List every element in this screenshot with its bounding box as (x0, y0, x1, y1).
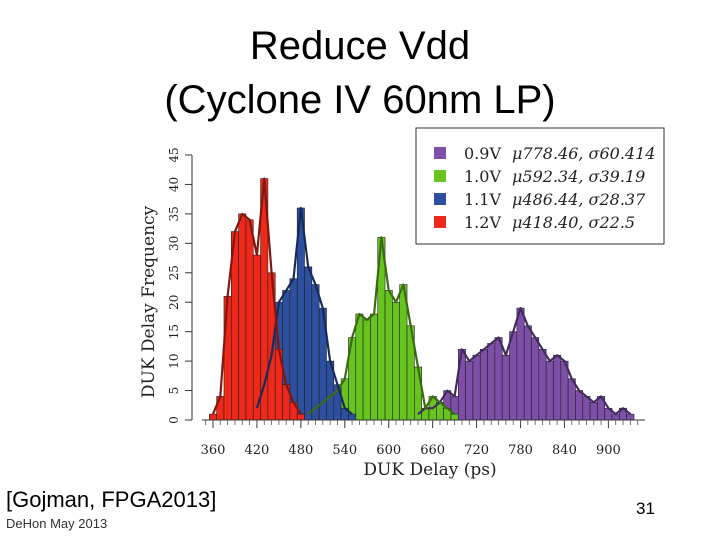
bar-s1-580 (370, 313, 379, 421)
bar-s0-720 (472, 354, 481, 421)
bar-s0-830 (553, 354, 562, 421)
bar-s2-500 (311, 284, 320, 421)
page-number: 31 (636, 499, 655, 518)
y-tick-label-35: 35 (167, 206, 181, 221)
y-tick-label-15: 15 (167, 324, 181, 339)
legend-swatch-2 (434, 193, 446, 205)
bar-s0-860 (575, 390, 584, 421)
x-tick-label-840: 840 (552, 443, 577, 458)
bar-s3-480 (296, 413, 305, 421)
author-footer: DeHon May 2013 (6, 516, 108, 531)
bar-s1-600 (384, 290, 393, 421)
bar-s0-820 (545, 360, 554, 421)
x-axis-label: DUK Delay (ps) (363, 460, 496, 480)
y-tick-label-45: 45 (167, 147, 181, 162)
x-tick-label-900: 900 (596, 443, 621, 458)
legend-box (415, 127, 665, 245)
bar-s3-420 (252, 254, 261, 421)
histogram-chart: 360 420 480 540 600 660 720 780 840 900 0 5 10 15 20 2… (139, 127, 665, 480)
legend: 0.9V 1.0V 1.1V 1.2V μ778.46, σ60.414 μ59… (415, 127, 665, 245)
slide-title-line1: Reduce Vdd (249, 24, 471, 68)
bar-s3-360 (209, 413, 217, 421)
legend-label-2: 1.1V (464, 190, 501, 209)
bar-s2-490 (304, 266, 313, 421)
legend-swatch-1 (434, 170, 446, 182)
bar-s3-410 (245, 219, 254, 421)
bar-s2-550 (348, 413, 357, 421)
legend-stats-2: μ486.44, σ28.37 (512, 190, 646, 209)
slide-title-line2: (Cyclone IV 60nm LP) (164, 78, 556, 122)
bar-s0-730 (479, 349, 488, 421)
x-tick-label-780: 780 (508, 443, 533, 458)
y-tick-label-5: 5 (167, 387, 181, 395)
y-tick-label-10: 10 (167, 353, 181, 368)
bar-s0-780 (516, 307, 525, 421)
x-tick-label-480: 480 (288, 443, 313, 458)
legend-label-0: 0.9V (464, 144, 501, 163)
y-tick-label-40: 40 (167, 177, 181, 192)
bar-s0-880 (589, 402, 598, 421)
outline-layer (211, 177, 632, 416)
outline-1.1V (255, 206, 353, 415)
bar-s1-570 (362, 319, 371, 421)
bar-s0-710 (465, 360, 474, 421)
bar-s3-400 (238, 213, 247, 421)
y-ticks: 0 5 10 15 20 25 30 35 40 45 (167, 147, 192, 424)
bar-s0-810 (538, 349, 547, 421)
x-tick-label-660: 660 (420, 443, 445, 458)
outline-1.2V (211, 177, 302, 415)
legend-label-1: 1.0V (464, 167, 501, 186)
legend-swatch-0 (434, 147, 446, 159)
bars-layer (209, 178, 635, 421)
y-tick-label-20: 20 (167, 295, 181, 310)
bar-s0-760 (501, 354, 510, 421)
bar-s3-380 (223, 296, 232, 421)
x-tick-label-540: 540 (332, 443, 357, 458)
legend-stats-3: μ418.40, σ22.5 (512, 213, 635, 232)
outline-1.0V (307, 236, 456, 415)
y-tick-label-25: 25 (167, 265, 181, 280)
y-tick-label-30: 30 (167, 236, 181, 251)
x-tick-label-720: 720 (464, 443, 489, 458)
legend-stats-0: μ778.46, σ60.414 (512, 144, 655, 163)
citation: [Gojman, FPGA2013] (6, 487, 217, 512)
y-tick-label-0: 0 (167, 416, 181, 424)
legend-stats-1: μ592.34, σ39.19 (512, 167, 645, 186)
bar-s0-870 (582, 396, 591, 421)
legend-label-3: 1.2V (464, 213, 501, 232)
bar-s0-740 (487, 343, 496, 421)
bar-s0-930 (626, 413, 635, 421)
bar-s0-800 (531, 337, 540, 421)
bar-s0-770 (509, 331, 518, 421)
legend-swatch-3 (434, 216, 446, 228)
y-axis-label: DUK Delay Frequency (139, 205, 159, 398)
bar-s1-690 (450, 413, 459, 421)
bar-s0-750 (494, 337, 503, 421)
outline-0.9V (417, 307, 632, 416)
x-tick-label-600: 600 (376, 443, 401, 458)
bar-s1-560 (355, 313, 364, 421)
bar-s1-610 (392, 301, 401, 421)
x-tick-label-360: 360 (201, 443, 226, 458)
x-tick-label-420: 420 (245, 443, 270, 458)
x-ticks: 360 420 480 540 600 660 720 780 840 900 (201, 420, 639, 458)
bar-s0-790 (523, 325, 532, 421)
